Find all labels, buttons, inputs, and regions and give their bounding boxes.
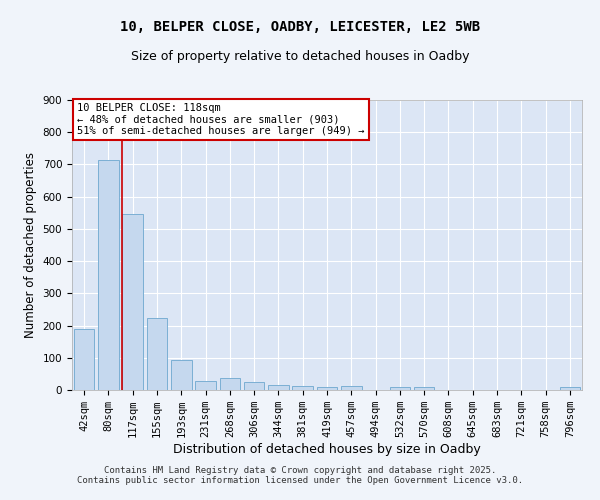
Bar xyxy=(292,386,313,390)
Bar xyxy=(244,382,265,390)
Bar xyxy=(268,384,289,390)
Text: 10 BELPER CLOSE: 118sqm
← 48% of detached houses are smaller (903)
51% of semi-d: 10 BELPER CLOSE: 118sqm ← 48% of detache… xyxy=(77,103,365,136)
Bar xyxy=(220,378,240,390)
Bar xyxy=(414,388,434,390)
Text: 10, BELPER CLOSE, OADBY, LEICESTER, LE2 5WB: 10, BELPER CLOSE, OADBY, LEICESTER, LE2 … xyxy=(120,20,480,34)
Text: Size of property relative to detached houses in Oadby: Size of property relative to detached ho… xyxy=(131,50,469,63)
Bar xyxy=(560,388,580,390)
Bar xyxy=(171,360,191,390)
Y-axis label: Number of detached properties: Number of detached properties xyxy=(24,152,37,338)
Bar xyxy=(122,214,143,390)
Bar xyxy=(74,330,94,390)
Bar xyxy=(98,160,119,390)
Bar xyxy=(146,318,167,390)
Bar xyxy=(317,387,337,390)
Text: Contains HM Land Registry data © Crown copyright and database right 2025.
Contai: Contains HM Land Registry data © Crown c… xyxy=(77,466,523,485)
Bar xyxy=(389,388,410,390)
X-axis label: Distribution of detached houses by size in Oadby: Distribution of detached houses by size … xyxy=(173,443,481,456)
Bar xyxy=(195,382,216,390)
Bar xyxy=(341,386,362,390)
